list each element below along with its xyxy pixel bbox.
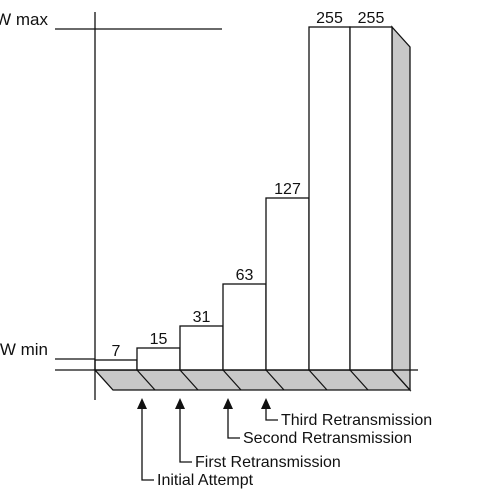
bar-5 — [265, 197, 310, 371]
bar-face — [222, 283, 267, 371]
leader-line — [179, 409, 192, 463]
bar-6 — [308, 26, 351, 371]
leader-line — [227, 409, 240, 439]
annotation-label: First Retransmission — [195, 454, 341, 471]
arrow-head — [223, 398, 233, 409]
annotation-2: First Retransmission — [175, 398, 341, 471]
bar-3 — [179, 325, 224, 371]
leader-line — [141, 409, 154, 481]
bar-face — [308, 26, 351, 371]
bar-2 — [136, 347, 181, 371]
base-divider — [222, 369, 242, 391]
chart-base — [93, 369, 412, 391]
axes — [55, 12, 418, 400]
arrow-head — [175, 398, 185, 409]
labels: 7 15 31 63 127 255 255 CW max CW min — [0, 10, 384, 360]
bar-face — [136, 347, 181, 371]
base-divider — [179, 369, 199, 391]
arrow-head — [137, 398, 147, 409]
bars — [94, 25, 411, 392]
annotation-3: Second Retransmission — [223, 398, 412, 447]
data-label: 255 — [358, 10, 385, 27]
arrow-head — [261, 398, 271, 409]
base-divider — [308, 369, 328, 391]
data-label: 31 — [193, 309, 211, 326]
bar-4 — [222, 283, 267, 371]
data-label: 255 — [316, 10, 343, 27]
annotation-label: Third Retransmission — [281, 412, 432, 429]
annotation-label: Second Retransmission — [243, 430, 412, 447]
leader-line — [265, 409, 278, 421]
data-label: 127 — [274, 181, 301, 198]
base-divider — [265, 369, 285, 391]
bar-7 — [349, 25, 411, 392]
data-label: 63 — [236, 267, 254, 284]
bar-face — [349, 26, 393, 371]
base-slab — [93, 369, 412, 391]
bar-face — [265, 197, 310, 371]
annotation-1: Initial Attempt — [137, 398, 254, 489]
bar-1 — [94, 359, 138, 371]
y-mark-label: CW max — [0, 10, 48, 29]
bar-side-face — [391, 25, 411, 392]
y-mark-label: CW min — [0, 340, 48, 359]
data-label: 15 — [150, 331, 168, 348]
annotation-4: Third Retransmission — [261, 398, 432, 429]
bar-face — [94, 359, 138, 371]
base-divider — [349, 369, 369, 391]
data-label: 7 — [112, 343, 121, 360]
annotation-label: Initial Attempt — [157, 472, 254, 489]
base-divider — [136, 369, 156, 391]
bar-face — [179, 325, 224, 371]
